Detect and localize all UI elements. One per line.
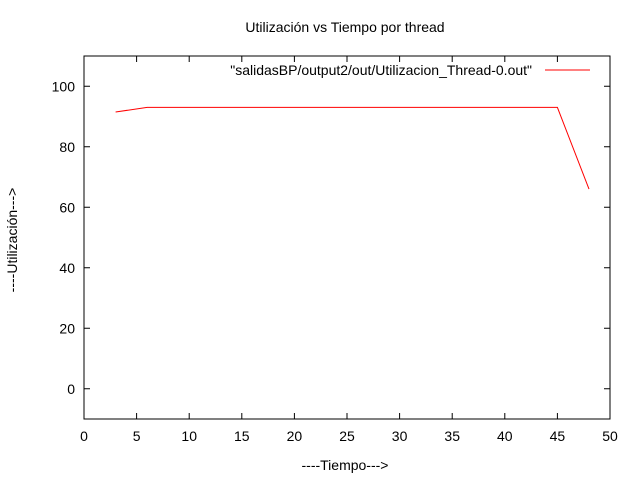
x-tick-label: 0 [80,428,88,444]
plot-area [83,55,611,420]
x-tick-label: 5 [133,428,141,444]
x-axis-label: ----Tiempo---> [302,457,389,473]
y-tick-label: 40 [59,260,75,276]
series-line [115,106,590,190]
y-axis: 0 20 40 60 80 100 [52,78,610,397]
x-tick-label: 40 [497,428,513,444]
x-tick-label: 30 [392,428,408,444]
chart-title: Utilización vs Tiempo por thread [245,19,444,35]
y-tick-label: 60 [59,199,75,215]
series-layer [115,106,590,190]
x-tick-label: 10 [181,428,197,444]
legend-label: "salidasBP/output2/out/Utilizacion_Threa… [230,62,532,78]
x-tick-label: 45 [550,428,566,444]
y-tick-label: 20 [59,320,75,336]
x-tick-label: 25 [339,428,355,444]
y-axis-label: ----Utilización---> [4,188,20,293]
x-tick-label: 35 [444,428,460,444]
legend: "salidasBP/output2/out/Utilizacion_Threa… [230,62,590,78]
x-tick-label: 20 [287,428,303,444]
x-axis: 0 5 10 15 20 25 30 35 40 45 50 [80,56,618,444]
x-tick-label: 50 [602,428,618,444]
plot-border [83,55,611,420]
y-tick-label: 80 [59,139,75,155]
x-tick-label: 15 [234,428,250,444]
y-tick-label: 0 [67,381,75,397]
y-tick-label: 100 [52,78,76,94]
